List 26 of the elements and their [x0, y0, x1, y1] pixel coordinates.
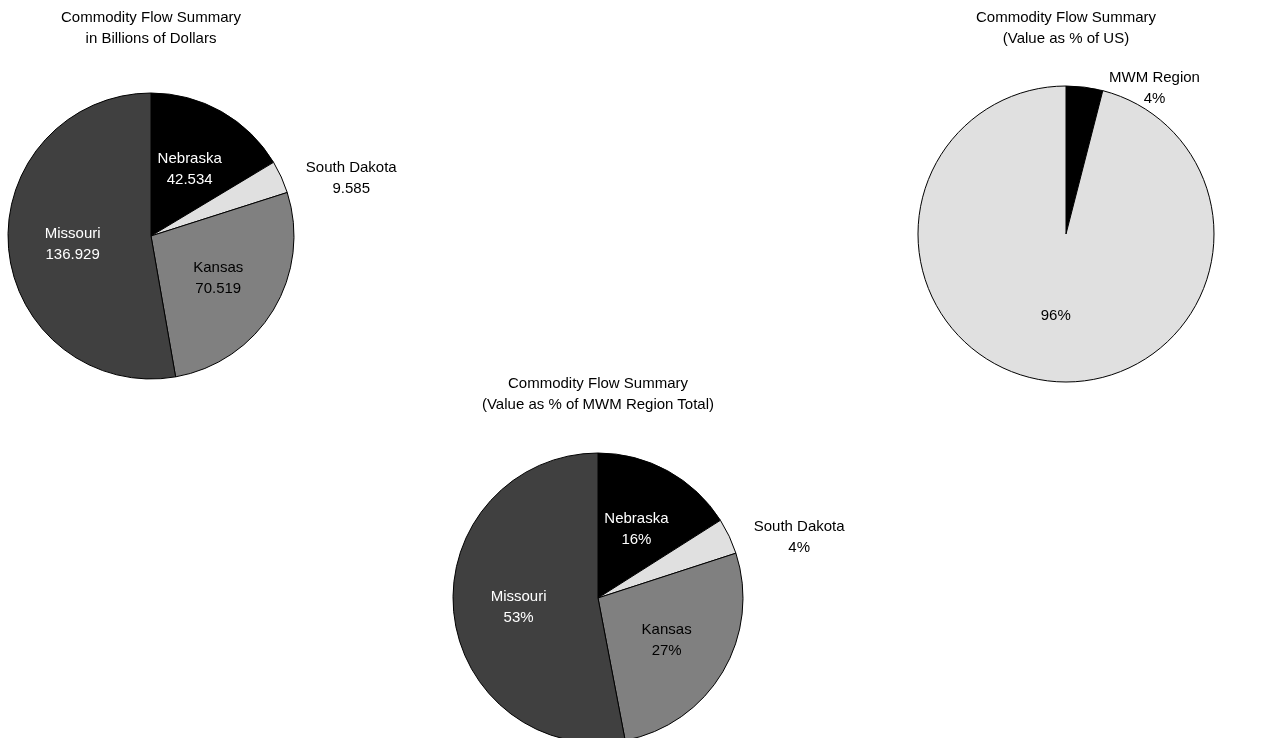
- slice-label: Kansas: [641, 619, 692, 637]
- data-label: 53%: [503, 607, 534, 625]
- pie-slice: [917, 85, 1215, 383]
- data-label: 96%: [1040, 305, 1071, 323]
- chart-title: Commodity Flow Summary: [60, 8, 242, 25]
- data-label: 136.929: [45, 244, 100, 262]
- slice-label: Nebraska: [157, 148, 223, 166]
- slice-label: Kansas: [193, 257, 244, 275]
- chart-subtitle: (Value as % of MWM Region Total): [481, 395, 715, 412]
- slice-label: MWM Region: [1109, 68, 1200, 86]
- slice-label: South Dakota: [753, 517, 846, 535]
- slice-label: Missouri: [44, 223, 101, 241]
- data-label: 9.585: [332, 179, 371, 197]
- chart-title: Commodity Flow Summary: [975, 8, 1157, 25]
- slice-label: South Dakota: [305, 158, 398, 176]
- data-label: 16%: [621, 530, 652, 548]
- chart-title: Commodity Flow Summary: [507, 374, 689, 391]
- slice-label: Missouri: [490, 586, 547, 604]
- chart-subtitle: in Billions of Dollars: [85, 29, 217, 46]
- data-label: 27%: [651, 640, 682, 658]
- data-label: 4%: [788, 538, 811, 556]
- slice-label: Nebraska: [604, 509, 670, 527]
- chart-subtitle: (Value as % of US): [1002, 29, 1130, 46]
- data-label: 70.519: [195, 278, 242, 296]
- data-label: 42.534: [166, 169, 213, 187]
- data-label: 4%: [1143, 89, 1166, 107]
